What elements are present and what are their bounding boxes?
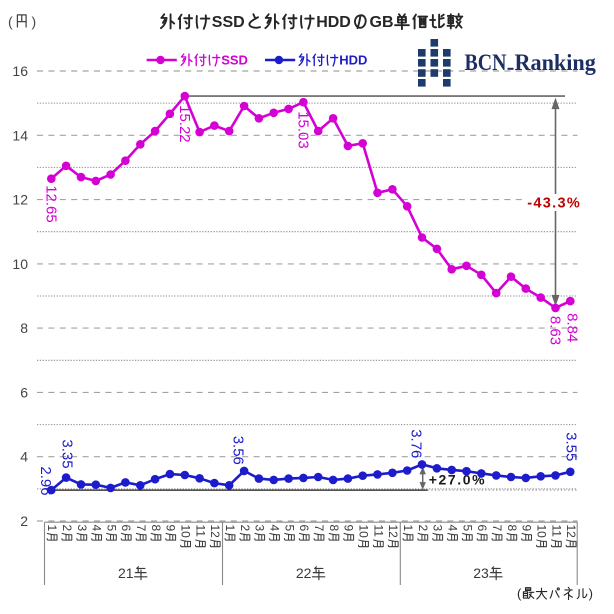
svg-text:1: 1 <box>401 525 415 532</box>
svg-text:4: 4 <box>20 449 28 465</box>
svg-text:1: 1 <box>223 525 237 532</box>
svg-text:4: 4 <box>90 525 104 532</box>
svg-text:Ranking: Ranking <box>515 49 597 75</box>
svg-text:2: 2 <box>60 525 74 532</box>
svg-text:HDD: HDD <box>316 14 351 31</box>
svg-text:8: 8 <box>327 525 341 532</box>
svg-text:SSD: SSD <box>221 53 248 68</box>
svg-text:10: 10 <box>357 525 371 539</box>
svg-text:3.76: 3.76 <box>408 429 425 458</box>
svg-text:9: 9 <box>520 525 534 532</box>
svg-text:5: 5 <box>460 525 474 532</box>
svg-text:3: 3 <box>253 525 267 532</box>
svg-text:8: 8 <box>20 320 28 336</box>
svg-text:GB: GB <box>370 14 394 31</box>
svg-text:8.84: 8.84 <box>564 313 581 342</box>
svg-text:3.55: 3.55 <box>562 432 579 461</box>
svg-text:10: 10 <box>535 525 549 539</box>
svg-text:): ) <box>589 586 593 601</box>
svg-text:11: 11 <box>371 525 385 538</box>
svg-text:11: 11 <box>549 525 563 538</box>
svg-text:12: 12 <box>208 525 222 539</box>
svg-text:15.22: 15.22 <box>176 105 193 143</box>
svg-text:1: 1 <box>45 525 59 532</box>
svg-text:15.03: 15.03 <box>295 111 312 149</box>
svg-text:6: 6 <box>119 525 133 532</box>
svg-text:7: 7 <box>490 525 504 532</box>
svg-text:3: 3 <box>431 525 445 532</box>
svg-text:2: 2 <box>416 525 430 532</box>
svg-text:4: 4 <box>446 525 460 532</box>
svg-text:14: 14 <box>12 127 28 143</box>
svg-text:(: ( <box>8 14 13 30</box>
svg-text:4: 4 <box>268 525 282 532</box>
svg-text:6: 6 <box>475 525 489 532</box>
svg-text:5: 5 <box>104 525 118 532</box>
svg-text:10: 10 <box>179 525 193 539</box>
svg-text:9: 9 <box>164 525 178 532</box>
svg-text:-43.3%: -43.3% <box>527 196 581 212</box>
svg-text:8: 8 <box>505 525 519 532</box>
svg-text:SSD: SSD <box>212 14 245 31</box>
svg-text:16: 16 <box>12 63 28 79</box>
svg-text:7: 7 <box>312 525 326 532</box>
svg-text:22: 22 <box>296 565 312 581</box>
svg-text:BCN: BCN <box>465 49 507 75</box>
svg-text:10: 10 <box>12 256 28 272</box>
svg-text:11: 11 <box>193 525 207 538</box>
svg-text:12: 12 <box>564 525 578 539</box>
svg-text:): ) <box>32 14 37 30</box>
svg-text:23: 23 <box>473 565 489 581</box>
svg-text:21: 21 <box>118 565 134 581</box>
svg-text:2.96: 2.96 <box>37 466 54 495</box>
svg-text:8.63: 8.63 <box>547 316 564 345</box>
svg-text:3: 3 <box>75 525 89 532</box>
svg-text:3.35: 3.35 <box>58 439 75 468</box>
svg-text:12: 12 <box>386 525 400 539</box>
svg-text:12.65: 12.65 <box>43 185 60 223</box>
svg-text:6: 6 <box>297 525 311 532</box>
svg-text:5: 5 <box>282 525 296 532</box>
svg-text:12: 12 <box>12 192 28 208</box>
svg-text:3.56: 3.56 <box>230 436 247 465</box>
svg-text:2: 2 <box>20 513 28 529</box>
svg-text:+27.0%: +27.0% <box>429 472 486 488</box>
svg-text:7: 7 <box>134 525 148 532</box>
svg-text:9: 9 <box>342 525 356 532</box>
svg-text:2: 2 <box>238 525 252 532</box>
svg-text:6: 6 <box>20 384 28 400</box>
svg-text:HDD: HDD <box>339 53 367 68</box>
svg-text:(: ( <box>517 586 522 601</box>
svg-text:8: 8 <box>149 525 163 532</box>
